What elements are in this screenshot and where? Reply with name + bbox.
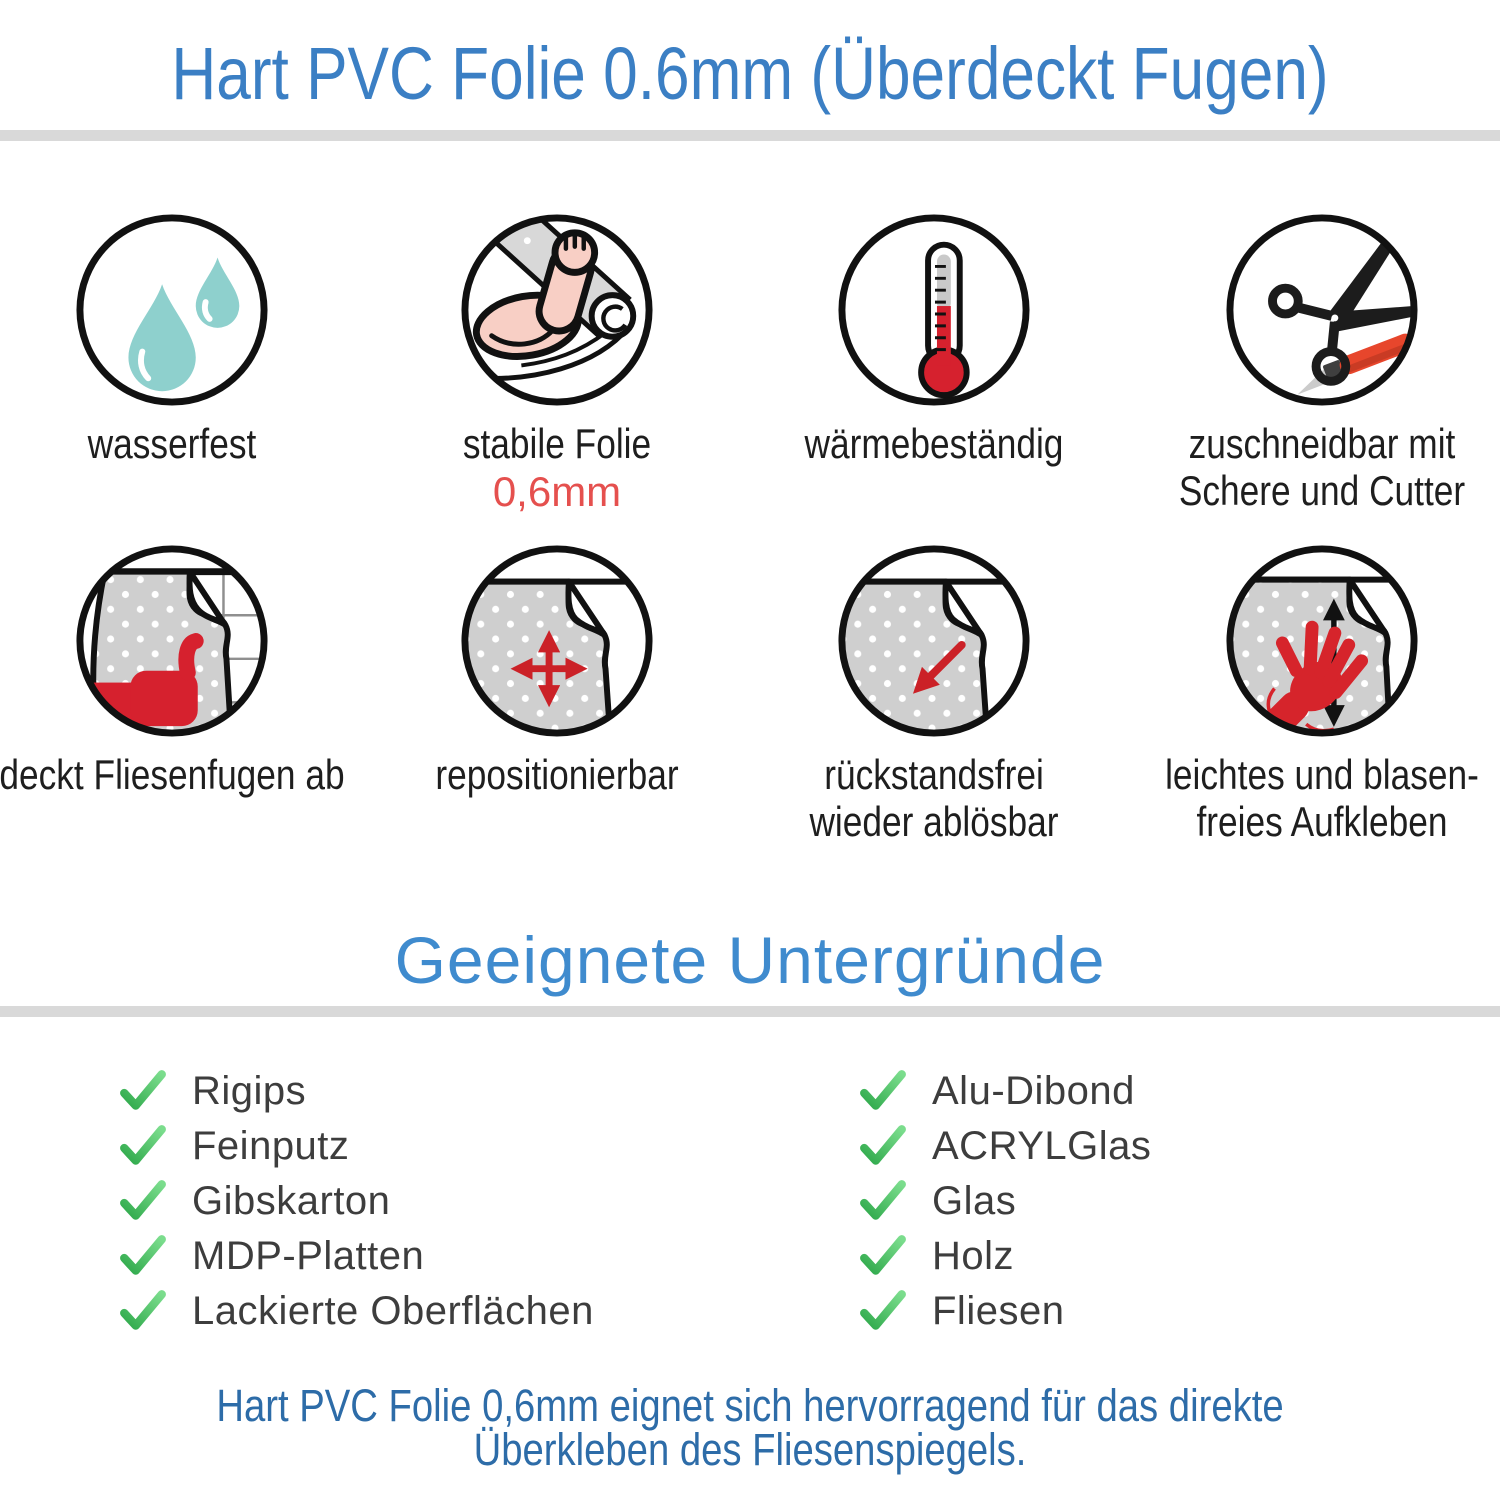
feature-caption: repositionierbar [435,751,679,798]
check-icon [860,1070,906,1110]
feature-caption: wasserfest [87,420,257,467]
check-icon [120,1290,166,1330]
substrate-row: Rigips [118,1066,306,1116]
check-icon [860,1180,906,1220]
substrate-row: Lackierte Oberflächen [118,1286,594,1336]
feature-caption: wärmebeständig [804,420,1064,467]
substrate-label: Gibskarton [192,1178,391,1223]
feature-deckt-fliesenfugen: deckt Fliesenfugen ab [0,542,402,798]
feature-caption: stabile Folie [462,420,652,467]
substrate-label: Feinputz [192,1123,350,1168]
feature-caption: zuschneidbar mit [1188,420,1456,467]
feature-caption-line-2: wieder ablösbar [809,798,1059,845]
feature-caption: leichtes und blasen- [1165,751,1479,798]
substrate-row: Fliesen [858,1286,1064,1336]
feature-waermebestaendig: wärmebeständig [704,211,1164,467]
check-icon [860,1235,906,1275]
check-icon [860,1290,906,1330]
substrate-label: MDP-Platten [192,1233,425,1278]
thermometer-icon [838,214,1030,406]
substrate-row: Glas [858,1176,1016,1226]
substrate-row: Feinputz [118,1121,349,1171]
muscle-arm-film-roll-icon [461,214,653,406]
page-title: Hart PVC Folie 0.6mm (Überdeckt Fugen) [171,32,1329,115]
check-icon [120,1180,166,1220]
feature-caption-line-2: freies Aufkleben [1196,798,1448,845]
substrate-row: Holz [858,1231,1014,1281]
peel-off-arrow-film-icon [838,545,1030,737]
check-icon [860,1125,906,1165]
feature-zuschneidbar: zuschneidbar mit Schere und Cutter [1092,211,1500,514]
substrate-label: Holz [932,1233,1015,1278]
substrate-row: ACRYLGlas [858,1121,1151,1171]
hand-smoothing-film-icon [1226,545,1418,737]
scissors-and-cutter-icon [1226,214,1418,406]
substrate-label: Lackierte Oberflächen [192,1288,594,1333]
footer-note-line-1: Hart PVC Folie 0,6mm eignet sich hervorr… [216,1380,1284,1431]
check-icon [120,1235,166,1275]
feature-stabile-folie: stabile Folie 0,6mm [327,211,787,515]
check-icon [120,1125,166,1165]
divider-bar-middle [0,1006,1500,1017]
thumbs-up-tile-joints-icon [76,545,268,737]
footer-note-line-2: Überkleben des Fliesenspiegels. [473,1424,1027,1475]
feature-repositionierbar: repositionierbar [327,542,787,798]
substrate-label: ACRYLGlas [932,1123,1152,1168]
feature-blasenfrei: leichtes und blasen- freies Aufkleben [1092,542,1500,845]
substrate-row: Alu-Dibond [858,1066,1135,1116]
divider-bar-top [0,130,1500,141]
feature-caption: rückstandsfrei [824,751,1044,798]
water-drops-icon [76,214,268,406]
feature-wasserfest: wasserfest [0,211,402,467]
feature-caption: deckt Fliesenfugen ab [0,751,345,798]
check-icon [120,1070,166,1110]
move-arrows-film-icon [461,545,653,737]
substrate-label: Rigips [192,1068,307,1113]
feature-rueckstandsfrei: rückstandsfrei wieder ablösbar [704,542,1164,845]
substrates-heading: Geeignete Untergründe [394,923,1106,997]
feature-caption-line-2: Schere und Cutter [1178,467,1466,514]
substrate-label: Glas [932,1178,1017,1223]
substrate-label: Alu-Dibond [932,1068,1135,1113]
thickness-label: 0,6mm [492,468,622,515]
substrate-row: MDP-Platten [118,1231,424,1281]
substrate-label: Fliesen [932,1288,1065,1333]
substrate-row: Gibskarton [118,1176,390,1226]
